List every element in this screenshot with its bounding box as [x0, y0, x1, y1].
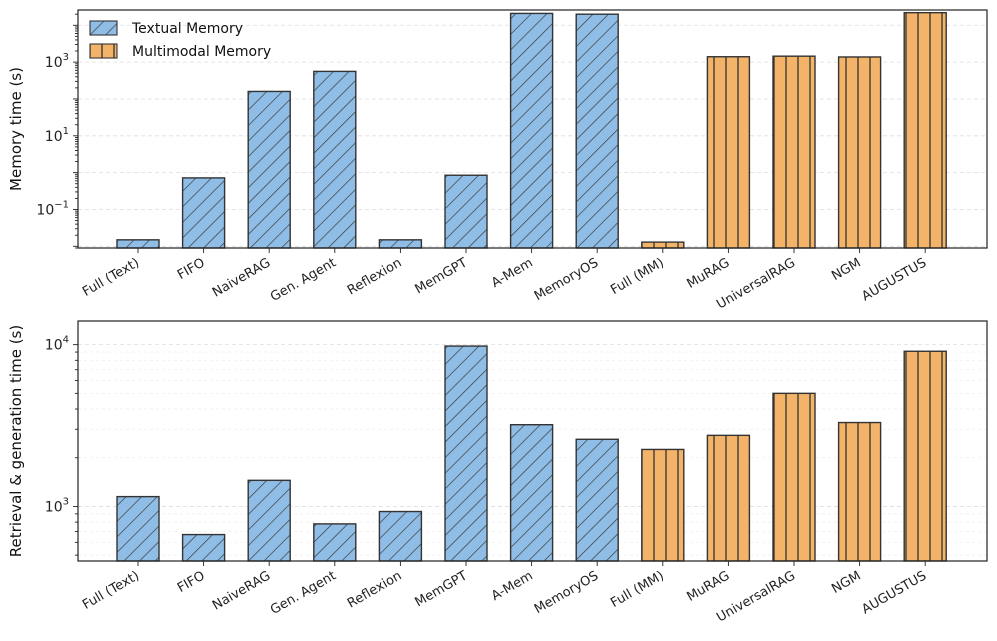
bar-augustus	[903, 11, 947, 249]
x-tick-label-ngm: NGM	[829, 255, 863, 283]
x-tick-label-fifo: FIFO	[175, 255, 208, 283]
bar-fifo	[181, 533, 226, 562]
bar-ngm	[837, 56, 882, 249]
bar-reflexion	[378, 510, 423, 562]
y-ticks: 103 104	[45, 335, 78, 556]
bar-universalrag	[772, 55, 816, 249]
bar-full-mm	[641, 448, 685, 562]
y-tick-label: 101	[45, 126, 69, 145]
bar-fifo	[181, 177, 226, 249]
bar-naiverag	[247, 479, 291, 562]
x-tick-label-naiverag: NaiveRAG	[210, 568, 273, 613]
grid-lines	[78, 344, 987, 556]
x-tick-label-gen-agent: Gen. Agent	[268, 568, 339, 618]
bar-ngm	[837, 421, 882, 562]
y-tick-label: 103	[45, 52, 69, 71]
x-tick-label-full-mm: Full (MM)	[608, 255, 667, 297]
x-tick-label-a-mem: A-Mem	[489, 568, 536, 604]
x-tick-label-augustus: AUGUSTUS	[859, 568, 929, 617]
bar-murag	[706, 434, 751, 562]
y-axis-label: Retrieval & generation time (s)	[7, 325, 25, 557]
legend: Textual Memory Multimodal Memory	[89, 20, 271, 60]
bar-gen-agent	[313, 523, 357, 562]
x-tick-label-memoryos: MemoryOS	[532, 255, 601, 304]
bar-memoryos	[575, 13, 619, 249]
bar-naiverag	[247, 90, 291, 249]
y-tick-label: 10−1	[36, 199, 69, 218]
x-tick-label-memgpt: MemGPT	[413, 568, 471, 610]
bar-full-text	[116, 239, 160, 249]
bar-memoryos	[575, 438, 619, 562]
x-tick-label-memoryos: MemoryOS	[532, 568, 601, 617]
bar-a-mem	[509, 424, 554, 562]
y-axis-label: Memory time (s)	[7, 67, 25, 191]
bar-gen-agent	[313, 70, 357, 249]
plot-frame	[77, 9, 988, 249]
grid-lines	[78, 24, 987, 247]
bar-murag	[706, 56, 751, 249]
bar-reflexion	[378, 239, 423, 249]
y-tick-label: 103	[45, 496, 69, 515]
plot-frame	[77, 320, 988, 562]
y-tick-label: 104	[45, 335, 69, 354]
x-tick-label-gen-agent: Gen. Agent	[268, 255, 339, 305]
bar-a-mem	[509, 12, 554, 249]
bar-full-mm	[641, 241, 685, 249]
bar-memgpt	[444, 174, 488, 249]
legend-swatch-textual	[89, 20, 118, 36]
x-tick-label-augustus: AUGUSTUS	[859, 255, 929, 304]
x-tick-label-murag: MuRAG	[684, 568, 732, 604]
x-tick-label-ngm: NGM	[829, 568, 863, 596]
x-tick-label-full-text: Full (Text)	[80, 255, 142, 299]
bar-memgpt	[444, 345, 488, 562]
bar-augustus	[903, 350, 947, 562]
x-tick-label-murag: MuRAG	[684, 255, 732, 291]
bar-universalrag	[772, 392, 816, 562]
y-ticks: 10−1 101 103	[36, 13, 78, 249]
x-tick-label-full-text: Full (Text)	[80, 568, 142, 612]
bars	[116, 345, 947, 562]
x-tick-label-naiverag: NaiveRAG	[210, 255, 273, 300]
x-tick-label-memgpt: MemGPT	[413, 255, 471, 297]
legend-swatch-multimodal	[89, 43, 118, 59]
x-tick-label-a-mem: A-Mem	[489, 255, 536, 291]
legend-label-multimodal: Multimodal Memory	[132, 44, 271, 60]
bars	[116, 11, 947, 249]
x-tick-label-reflexion: Reflexion	[345, 568, 404, 611]
x-tick-label-fifo: FIFO	[175, 568, 208, 596]
x-tick-label-reflexion: Reflexion	[345, 255, 404, 298]
x-tick-label-full-mm: Full (MM)	[608, 568, 667, 610]
bar-full-text	[116, 495, 160, 562]
legend-label-textual: Textual Memory	[131, 21, 243, 37]
